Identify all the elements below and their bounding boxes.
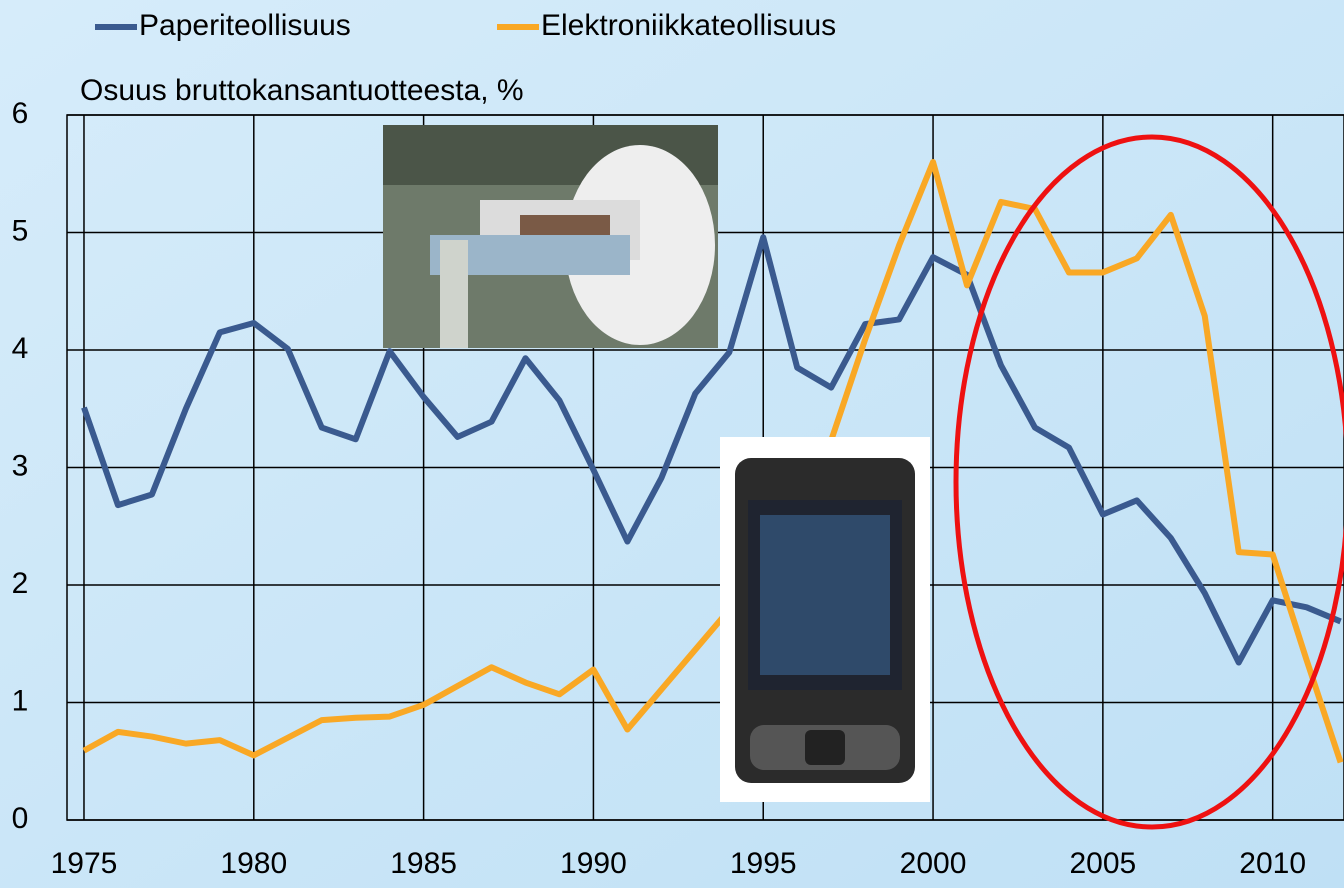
x-tick-label: 1995 [730, 847, 797, 880]
mobile-phone-photo [720, 437, 930, 802]
paper-mill-photo [383, 125, 718, 348]
highlight-ellipse [953, 134, 1344, 830]
y-tick-label: 5 [12, 214, 29, 247]
legend: Paperiteollisuus Elektroniikkateollisuus [95, 9, 836, 42]
series-line [82, 159, 1344, 764]
series-line [81, 234, 1342, 666]
x-tick-label: 1985 [390, 847, 457, 880]
x-tick-label: 2010 [1239, 847, 1306, 880]
x-tick-label: 1990 [560, 847, 627, 880]
y-tick-label: 2 [12, 567, 29, 600]
y-tick-label: 6 [12, 97, 29, 130]
legend-label: Elektroniikkateollisuus [541, 9, 836, 42]
y-axis-label: Osuus bruttokansantuotteesta, % [80, 74, 524, 107]
x-tick-label: 1980 [220, 847, 287, 880]
y-tick-label: 3 [12, 449, 29, 482]
x-tick-label: 1975 [51, 847, 118, 880]
x-tick-label: 2005 [1069, 847, 1136, 880]
y-tick-label: 4 [12, 332, 29, 365]
x-tick-label: 2000 [900, 847, 967, 880]
y-tick-label: 0 [12, 802, 29, 835]
y-tick-label: 1 [12, 684, 29, 717]
legend-label: Paperiteollisuus [139, 9, 351, 42]
